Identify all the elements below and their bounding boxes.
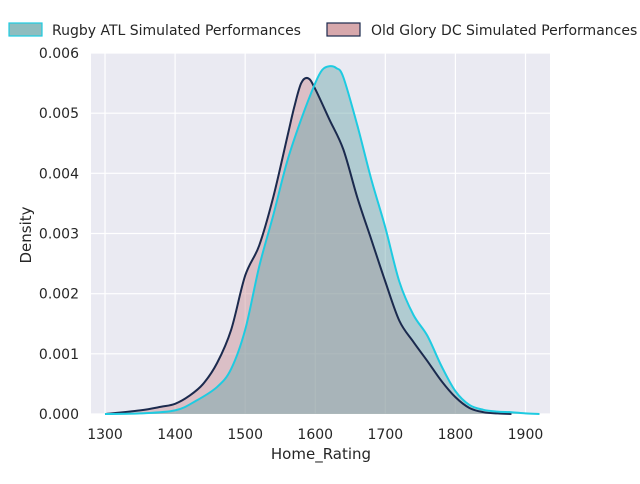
y-tick-label: 0.004 [39, 166, 79, 182]
x-tick-label: 1500 [227, 427, 263, 443]
y-tick-label: 0.003 [39, 227, 79, 243]
legend-label-0: Rugby ATL Simulated Performances [52, 23, 301, 39]
y-axis-title: Density [17, 206, 35, 263]
y-tick-label: 0.006 [39, 46, 79, 62]
y-tick-label: 0.005 [39, 106, 79, 122]
series-1-area [105, 77, 512, 414]
grid-lines [91, 52, 550, 415]
y-tick-label: 0.002 [39, 287, 79, 303]
y-tick-labels: 0.000 0.001 0.002 0.003 0.004 0.005 0.006 [39, 46, 79, 423]
legend-swatch-1 [326, 22, 361, 37]
series-0-area [105, 66, 540, 415]
legend: Rugby ATL Simulated Performances Old Glor… [8, 22, 637, 39]
legend-swatch-0 [8, 22, 43, 37]
series-1-line [104, 76, 512, 415]
series-0-line [105, 65, 540, 415]
series-layer [104, 65, 540, 415]
x-tick-labels: 1300 1400 1500 1600 1700 1800 1900 [87, 427, 543, 443]
x-axis-title: Home_Rating [271, 445, 371, 464]
x-tick-label: 1300 [87, 427, 123, 443]
legend-label-1: Old Glory DC Simulated Performances [371, 23, 637, 39]
x-tick-label: 1900 [508, 427, 544, 443]
y-tick-label: 0.001 [39, 347, 79, 363]
x-tick-label: 1600 [297, 427, 333, 443]
y-tick-label: 0.000 [39, 407, 79, 423]
x-tick-label: 1800 [438, 427, 474, 443]
x-tick-label: 1700 [368, 427, 404, 443]
x-tick-label: 1400 [157, 427, 193, 443]
